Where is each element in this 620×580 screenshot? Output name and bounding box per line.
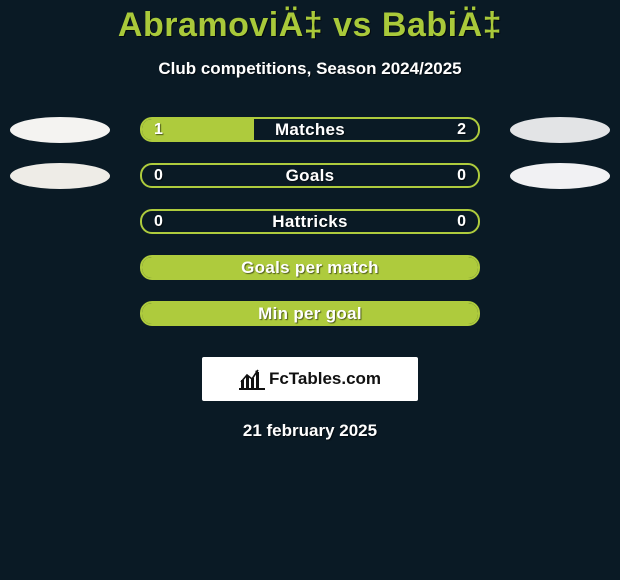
stat-bar: Min per goal bbox=[140, 301, 480, 326]
badge-text: FcTables.com bbox=[269, 369, 381, 389]
stat-label: Min per goal bbox=[142, 303, 478, 324]
stat-rows: 12Matches 00Goals 00Hattricks Goals per mat… bbox=[0, 117, 620, 347]
chart-icon bbox=[239, 368, 265, 390]
source-badge[interactable]: FcTables.com bbox=[202, 357, 418, 401]
stat-row: 00Hattricks bbox=[0, 209, 620, 255]
stat-bar: 00Goals bbox=[140, 163, 480, 188]
stat-bar: 12Matches bbox=[140, 117, 480, 142]
stat-row: Goals per match bbox=[0, 255, 620, 301]
stat-bar: 00Hattricks bbox=[140, 209, 480, 234]
player-avatar-left bbox=[10, 117, 110, 143]
player-avatar-right bbox=[510, 163, 610, 189]
stat-row: 00Goals bbox=[0, 163, 620, 209]
stat-label: Hattricks bbox=[142, 211, 478, 232]
stat-row: Min per goal bbox=[0, 301, 620, 347]
player-avatar-right bbox=[510, 117, 610, 143]
stats-card: AbramoviÄ‡ vs BabiÄ‡ Club competitions, … bbox=[0, 0, 620, 441]
stat-label: Goals per match bbox=[142, 257, 478, 278]
date-label: 21 february 2025 bbox=[0, 421, 620, 441]
player-avatar-left bbox=[10, 163, 110, 189]
page-title: AbramoviÄ‡ vs BabiÄ‡ bbox=[0, 6, 620, 45]
subtitle: Club competitions, Season 2024/2025 bbox=[0, 59, 620, 79]
stat-bar: Goals per match bbox=[140, 255, 480, 280]
stat-label: Goals bbox=[142, 165, 478, 186]
stat-row: 12Matches bbox=[0, 117, 620, 163]
stat-label: Matches bbox=[142, 119, 478, 140]
